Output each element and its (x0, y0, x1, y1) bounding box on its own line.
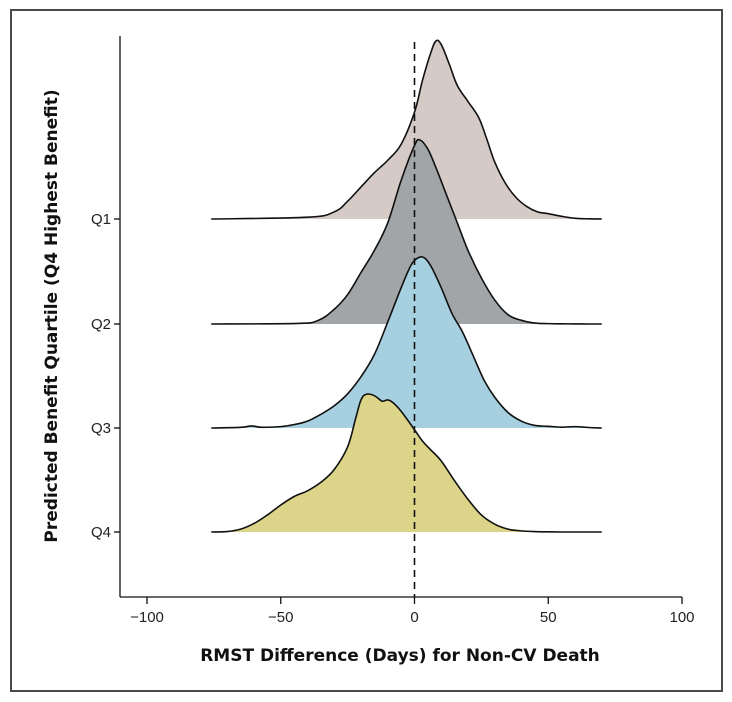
x-tick-label: 0 (410, 609, 418, 626)
density-curve-q3 (211, 255, 602, 429)
y-tick-label-q2: Q2 (91, 316, 111, 333)
x-tick-label: −50 (268, 609, 293, 626)
y-axis-ticks: Q1 Q2 Q3 Q4 (91, 211, 120, 541)
y-tick-label-q3: Q3 (91, 420, 111, 437)
figure-frame (10, 9, 723, 692)
ridges-group (211, 39, 602, 533)
density-fill-q4 (211, 393, 602, 532)
density-curve-q4 (211, 393, 602, 533)
density-fill-q2 (211, 139, 602, 324)
y-axis-title: Predicted Benefit Quartile (Q4 Highest B… (42, 89, 62, 542)
density-curve-q1 (211, 39, 602, 220)
density-curve-q2 (211, 138, 602, 325)
x-tick-label: 50 (540, 609, 557, 626)
density-fill-q3 (211, 256, 602, 428)
x-axis-title: RMST Difference (Days) for Non-CV Death (200, 646, 600, 666)
y-tick-label-q4: Q4 (91, 524, 111, 541)
x-tick-label: 100 (669, 609, 694, 626)
y-tick-label-q1: Q1 (91, 211, 111, 228)
x-tick-label: −100 (130, 609, 164, 626)
x-axis-ticks: −100 −50 0 50 100 (130, 597, 695, 626)
